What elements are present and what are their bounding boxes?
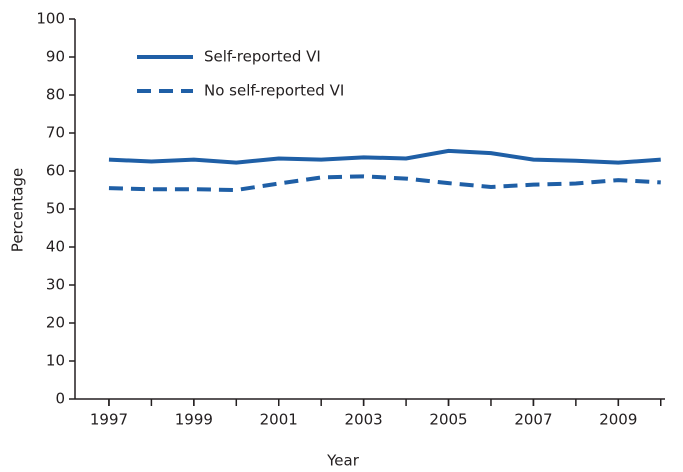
y-tick-label: 90: [46, 48, 65, 66]
x-tick-label: 2009: [599, 411, 637, 429]
y-tick-label: 70: [46, 124, 65, 142]
y-tick-label: 10: [46, 352, 65, 370]
x-tick-label: 1999: [175, 411, 213, 429]
x-axis-label: Year: [326, 452, 360, 470]
x-tick-label: 2003: [345, 411, 383, 429]
y-tick-label: 60: [46, 162, 65, 180]
y-tick-label: 0: [55, 390, 65, 408]
series-line: [108, 174, 661, 193]
y-tick-label: 80: [46, 86, 65, 104]
x-tick-label: 2001: [260, 411, 298, 429]
series-line: [108, 148, 661, 165]
y-tick-label: 30: [46, 276, 65, 294]
x-tick-label: 2007: [514, 411, 552, 429]
y-axis-label: Percentage: [9, 168, 27, 252]
y-tick-label: 40: [46, 238, 65, 256]
x-tick-label: 1997: [90, 411, 128, 429]
legend-label: Self-reported VI: [204, 48, 321, 66]
y-tick-label: 50: [46, 200, 65, 218]
x-tick-label: 2005: [429, 411, 467, 429]
y-tick-label: 20: [46, 314, 65, 332]
y-tick-label: 100: [36, 10, 65, 28]
legend-label: No self-reported VI: [204, 82, 344, 100]
